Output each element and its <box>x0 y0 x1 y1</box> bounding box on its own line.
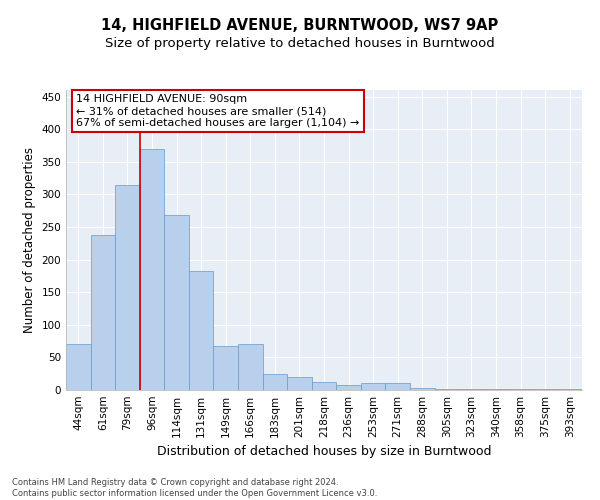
Bar <box>214 346 238 390</box>
Text: Size of property relative to detached houses in Burntwood: Size of property relative to detached ho… <box>105 38 495 51</box>
Bar <box>140 148 164 390</box>
X-axis label: Distribution of detached houses by size in Burntwood: Distribution of detached houses by size … <box>157 446 491 458</box>
Y-axis label: Number of detached properties: Number of detached properties <box>23 147 36 333</box>
Text: Contains HM Land Registry data © Crown copyright and database right 2024.
Contai: Contains HM Land Registry data © Crown c… <box>12 478 377 498</box>
Bar <box>336 386 361 390</box>
Text: 14, HIGHFIELD AVENUE, BURNTWOOD, WS7 9AP: 14, HIGHFIELD AVENUE, BURNTWOOD, WS7 9AP <box>101 18 499 32</box>
Text: 14 HIGHFIELD AVENUE: 90sqm
← 31% of detached houses are smaller (514)
67% of sem: 14 HIGHFIELD AVENUE: 90sqm ← 31% of deta… <box>76 94 359 128</box>
Bar <box>557 388 582 390</box>
Bar <box>434 388 459 390</box>
Bar <box>410 388 434 390</box>
Bar <box>361 384 385 390</box>
Bar <box>115 184 140 390</box>
Bar <box>238 344 263 390</box>
Bar <box>66 344 91 390</box>
Bar <box>287 377 312 390</box>
Bar <box>189 272 214 390</box>
Bar <box>263 374 287 390</box>
Bar <box>91 236 115 390</box>
Bar <box>312 382 336 390</box>
Bar <box>164 215 189 390</box>
Bar <box>385 384 410 390</box>
